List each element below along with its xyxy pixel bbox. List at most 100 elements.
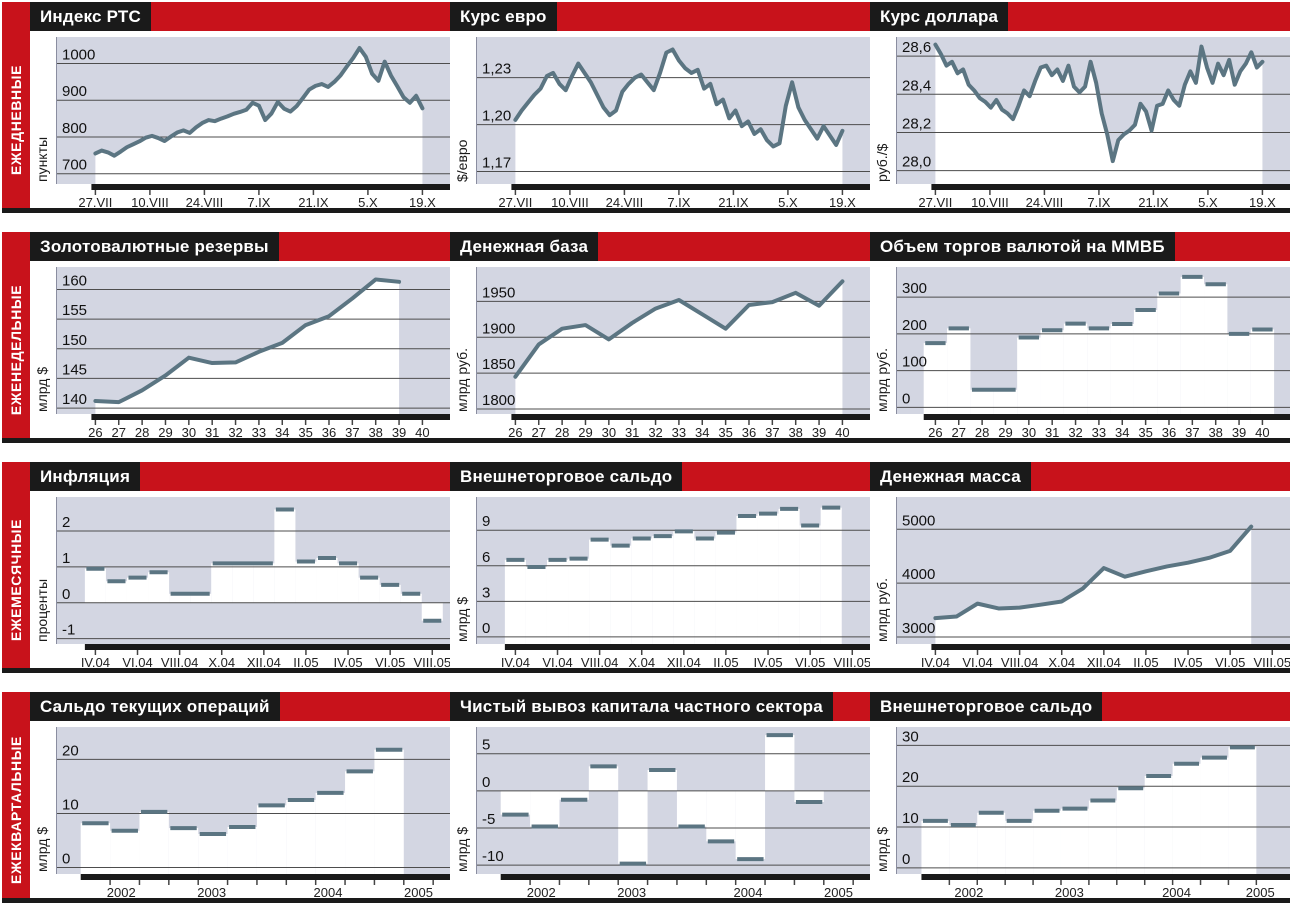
- row-band-label: ЕЖЕМЕСЯЧНЫЕ: [8, 518, 24, 641]
- y-tick-label: 800: [62, 120, 87, 137]
- x-tick-label: 32: [228, 425, 242, 438]
- y-axis-unit-label: млрд руб.: [874, 348, 890, 412]
- chart-header-cell: Денежная масса: [870, 462, 1290, 491]
- chart-title: Внешнеторговое сальдо: [450, 462, 683, 491]
- x-tick-label: 21.IX: [718, 195, 749, 208]
- y-tick-label: 0: [62, 851, 70, 868]
- chart-title: Денежная база: [450, 232, 599, 261]
- step-fill: [379, 584, 401, 603]
- frequency-band: ЕЖЕКВАРТАЛЬНЫЕ: [2, 721, 30, 898]
- step-fill: [1017, 337, 1041, 414]
- x-axis-bar: [500, 874, 870, 880]
- x-tick-label: VI.04: [962, 655, 992, 668]
- area-under-curve: [95, 279, 400, 414]
- y-axis-unit-label: млрд $: [454, 827, 470, 872]
- chart-header-cell: Курс доллара: [870, 2, 1290, 31]
- step-fill: [706, 790, 736, 842]
- chart-header-cell: Объем торгов валютой на ММВБ: [870, 232, 1290, 261]
- x-tick-label: 27.VII: [498, 195, 532, 208]
- x-tick-label: 2002: [954, 885, 983, 898]
- y-tick-label: 1800: [482, 392, 515, 409]
- x-axis-bar: [921, 874, 1290, 880]
- step-fill: [1033, 810, 1061, 874]
- x-tick-label: VIII.04: [1001, 655, 1039, 668]
- x-tick-label: 39: [392, 425, 406, 438]
- row-band-label: ЕЖЕНЕДЕЛЬНЫЕ: [8, 284, 24, 415]
- x-tick-label: 21.IX: [298, 195, 329, 208]
- row-body: ЕЖЕНЕДЕЛЬНЫЕ 26 27 28 29 30 31 32 33 34 35 36 37 38 39…: [2, 261, 1290, 438]
- y-tick-label: 145: [62, 361, 87, 378]
- y-tick-label: -10: [482, 848, 504, 865]
- y-tick-label: 28,6: [902, 39, 931, 56]
- step-fill: [1228, 747, 1257, 874]
- x-tick-label: 2005: [824, 885, 853, 898]
- x-tick-label: 36: [1162, 425, 1176, 438]
- step-fill: [525, 566, 547, 644]
- x-tick-label: 27.VII: [78, 195, 112, 208]
- step-fill: [921, 820, 950, 874]
- step-fill: [84, 568, 106, 603]
- y-tick-label: 9: [482, 513, 490, 530]
- x-tick-label: 39: [812, 425, 826, 438]
- chart-plot: 26 27 28 29 30 31 32 33 34 35 36 37 38 39 40 140 145 150 1…: [30, 261, 450, 438]
- step-fill: [1204, 284, 1228, 414]
- x-tick-label: X.04: [628, 655, 655, 668]
- step-fill: [923, 343, 948, 414]
- step-fill: [1040, 330, 1064, 414]
- x-tick-label: 2005: [1246, 885, 1275, 898]
- step-fill: [676, 790, 707, 827]
- x-tick-label: 24.VIII: [1026, 195, 1064, 208]
- x-tick-label: 30: [1022, 425, 1036, 438]
- x-tick-label: 37: [345, 425, 359, 438]
- x-tick-label: 5.X: [778, 195, 798, 208]
- x-tick-label: VIII.04: [581, 655, 619, 668]
- row-bottom-rule: [2, 898, 1290, 903]
- x-axis-bar: [84, 644, 450, 650]
- x-tick-label: 2002: [107, 885, 136, 898]
- x-axis-bar: [504, 644, 870, 650]
- y-tick-label: 5000: [902, 512, 935, 529]
- chart-title: Денежная масса: [870, 462, 1031, 491]
- row-block-3: Инфляция Внешнеторговое сальдо Денежная ма…: [2, 462, 1290, 673]
- step-fill: [736, 515, 758, 644]
- data-line: [513, 279, 845, 379]
- x-tick-label: 29: [158, 425, 172, 438]
- x-tick-label: 7.IX: [247, 195, 270, 208]
- step-fill: [345, 771, 375, 874]
- x-tick-label: VI.05: [795, 655, 825, 668]
- x-axis-bar: [931, 184, 1290, 190]
- x-tick-label: II.05: [1133, 655, 1158, 668]
- row-header-bar: Индекс РТС Курс евро Курс доллара: [2, 2, 1290, 31]
- step-fill: [256, 805, 287, 874]
- x-tick-label: 26: [928, 425, 942, 438]
- y-tick-label: 0: [902, 851, 910, 868]
- step-fill: [631, 538, 653, 644]
- x-tick-label: VI.04: [542, 655, 572, 668]
- y-tick-label: 3: [482, 584, 490, 601]
- step-fill: [316, 557, 338, 603]
- x-tick-label: IV.05: [333, 655, 362, 668]
- chart-header-cell: Внешнеторговое сальдо: [450, 462, 870, 491]
- x-tick-label: 7.IX: [1087, 195, 1110, 208]
- y-axis-unit-label: $/евро: [454, 139, 470, 182]
- y-tick-label: 5: [482, 737, 490, 754]
- y-tick-label: 10: [62, 796, 79, 813]
- x-tick-label: 40: [835, 425, 849, 438]
- row-header-bar: Золотовалютные резервы Денежная база Объем…: [2, 232, 1290, 261]
- x-tick-label: 28: [555, 425, 569, 438]
- step-fill: [1005, 820, 1034, 874]
- x-tick-label: X.04: [208, 655, 235, 668]
- x-tick-label: 2004: [1162, 885, 1191, 898]
- data-line: [933, 42, 1265, 164]
- step-fill: [977, 812, 1006, 874]
- x-tick-label: 40: [1255, 425, 1269, 438]
- x-tick-label: 38: [368, 425, 382, 438]
- y-tick-label: 1850: [482, 356, 515, 373]
- step-fill: [80, 823, 111, 874]
- x-tick-label: VIII.05: [833, 655, 870, 668]
- chart-plot: 27.VII 10.VIII 24.VIII 7.IX 21.IX 5.X 19.X 1,17…: [450, 31, 870, 208]
- y-tick-label: 1,20: [482, 108, 511, 125]
- chart-title: Внешнеторговое сальдо: [870, 692, 1103, 721]
- x-tick-label: 19.X: [829, 195, 856, 208]
- x-tick-label: 31: [205, 425, 219, 438]
